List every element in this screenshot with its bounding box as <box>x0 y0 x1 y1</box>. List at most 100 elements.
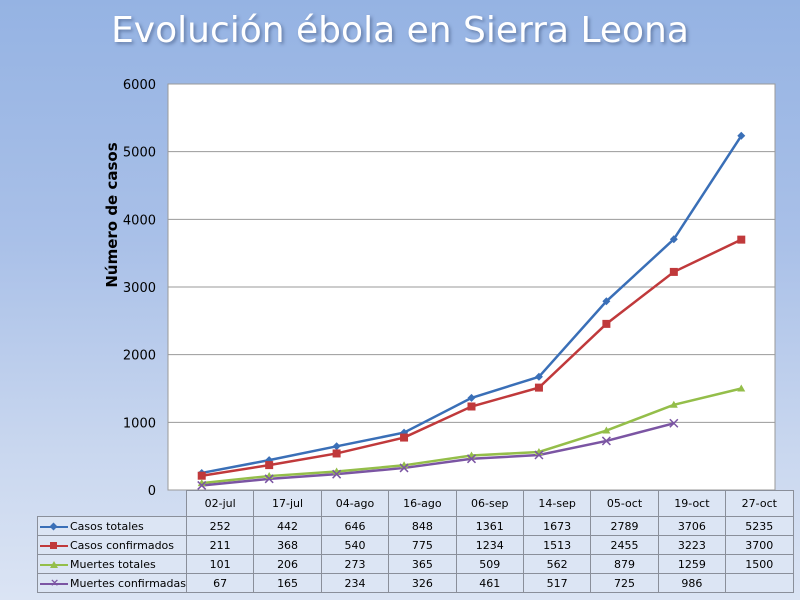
legend-key-icon: × <box>40 577 68 589</box>
data-table-row: × Muertes confirmadas 67 165 234 326 461 517 725… <box>37 573 794 593</box>
data-point <box>669 267 678 276</box>
gridlines <box>168 151 775 423</box>
y-tick-label: 0 <box>148 484 156 499</box>
y-tick-label: 5000 <box>123 146 156 161</box>
data-cell: 165 <box>253 573 322 593</box>
legend-label: Muertes confirmadas <box>70 576 186 590</box>
data-point <box>466 454 477 464</box>
data-cell: 1673 <box>522 516 592 536</box>
legend-label: Casos confirmados <box>70 538 175 552</box>
data-table-corner <box>38 491 187 517</box>
data-cell: 442 <box>253 516 322 536</box>
data-cell: 101 <box>185 554 255 574</box>
data-cell: 365 <box>388 554 457 574</box>
data-cell: 3223 <box>657 535 727 555</box>
data-point <box>534 372 543 381</box>
data-cell: 848 <box>388 516 457 536</box>
data-cell: 234 <box>320 573 390 593</box>
series-line <box>201 422 675 487</box>
category-label: 17-jul <box>253 490 322 517</box>
series-markers <box>197 131 746 490</box>
y-tick-labels: 0 1000 2000 3000 4000 5000 6000 <box>123 78 156 499</box>
y-tick-label: 1000 <box>123 416 156 431</box>
slide-title: Evolución ébola en Sierra Leona <box>111 10 689 51</box>
legend-key-icon <box>40 560 68 570</box>
data-point <box>400 433 409 442</box>
category-label: 27-oct <box>725 490 794 517</box>
category-label: 02-jul <box>185 490 255 517</box>
data-point <box>332 469 342 479</box>
data-point <box>534 383 543 392</box>
data-cell: 562 <box>522 554 592 574</box>
data-cell: 206 <box>253 554 322 574</box>
data-point <box>669 235 678 244</box>
data-cell: 775 <box>388 535 457 555</box>
data-cell: 461 <box>455 573 524 593</box>
data-cell: 646 <box>320 516 390 536</box>
data-cell: 1259 <box>657 554 727 574</box>
data-cell: 540 <box>320 535 390 555</box>
data-cell: 1513 <box>522 535 592 555</box>
legend-label: Muertes totales <box>70 557 156 571</box>
category-label: 16-ago <box>388 490 457 517</box>
data-table-row: Casos confirmados 211 368 540 775 1234 1513 245… <box>37 535 794 555</box>
data-cell: 3700 <box>725 535 794 555</box>
data-point <box>197 471 206 480</box>
legend-label: Casos totales <box>70 519 144 533</box>
data-point <box>669 400 678 408</box>
legend-key-icon <box>40 522 68 532</box>
data-cell: 1500 <box>725 554 794 574</box>
y-tick-label: 6000 <box>123 78 156 93</box>
y-tick-label: 2000 <box>123 349 156 364</box>
data-cell: 725 <box>590 573 659 593</box>
data-cell: 326 <box>388 573 457 593</box>
data-table-row: Casos totales 252 442 646 848 1361 1673 2789 370… <box>37 516 794 536</box>
data-point <box>265 461 274 470</box>
data-point <box>467 393 476 402</box>
legend-entry: Muertes totales <box>37 554 187 574</box>
y-tick-label: 4000 <box>123 213 156 228</box>
data-cell: 211 <box>185 535 255 555</box>
data-point <box>602 319 611 328</box>
data-cell: 879 <box>590 554 659 574</box>
data-point <box>737 384 746 392</box>
data-cell: 1234 <box>455 535 524 555</box>
data-table-header-row: 02-jul 17-jul 04-ago 16-ago 06-sep 14-sep 05-o… <box>38 490 794 517</box>
data-point <box>399 463 409 473</box>
data-cell: 517 <box>522 573 592 593</box>
category-label: 04-ago <box>320 490 390 517</box>
data-cell: 67 <box>185 573 255 593</box>
legend-entry: Casos confirmados <box>37 535 187 555</box>
legend-key-icon <box>40 541 68 551</box>
data-table-row: Muertes totales 101 206 273 365 509 562 879 1259… <box>37 554 794 574</box>
data-point <box>264 474 274 484</box>
y-tick-label: 3000 <box>123 281 156 296</box>
data-point <box>197 480 207 490</box>
data-point <box>669 418 679 428</box>
data-cell: 5235 <box>725 516 794 536</box>
legend-entry: Casos totales <box>37 516 187 536</box>
data-cell: 2789 <box>590 516 659 536</box>
data-point <box>332 449 341 458</box>
data-cell: 3706 <box>657 516 727 536</box>
data-point <box>737 131 746 140</box>
data-point <box>602 426 611 434</box>
data-point <box>332 442 341 451</box>
data-cell <box>725 573 794 593</box>
category-label: 05-oct <box>590 490 659 517</box>
data-point <box>602 297 611 306</box>
data-point <box>534 450 544 460</box>
data-table: 02-jul 17-jul 04-ago 16-ago 06-sep 14-sep 05-o… <box>37 490 794 593</box>
data-point <box>467 402 476 411</box>
data-cell: 986 <box>657 573 727 593</box>
data-cell: 252 <box>185 516 255 536</box>
data-point <box>601 436 611 446</box>
data-cell: 2455 <box>590 535 659 555</box>
category-label: 19-oct <box>657 490 727 517</box>
data-cell: 1361 <box>455 516 524 536</box>
data-point <box>737 235 746 244</box>
category-label: 14-sep <box>522 490 592 517</box>
category-label: 06-sep <box>455 490 524 517</box>
data-cell: 509 <box>455 554 524 574</box>
